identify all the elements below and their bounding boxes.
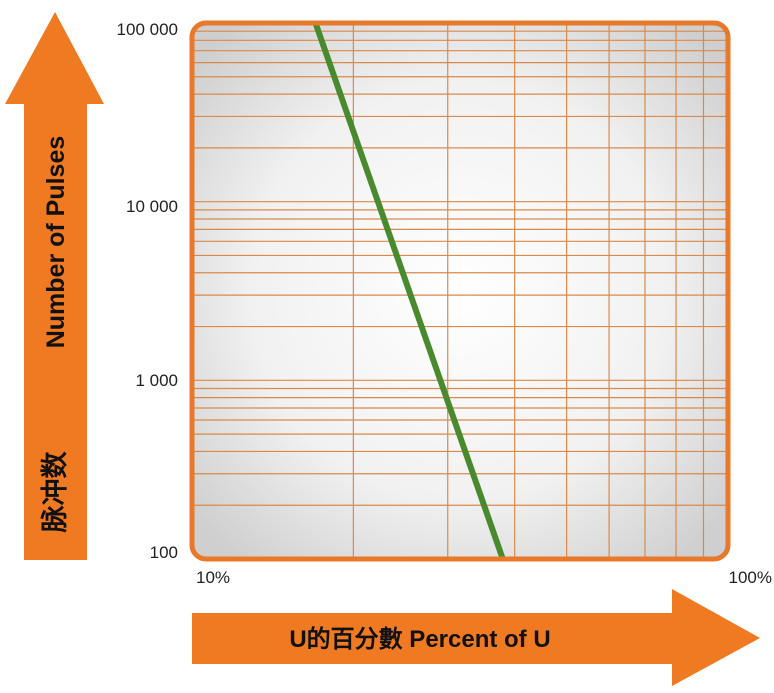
plot-frame: [189, 20, 731, 562]
y-tick-label: 100: [150, 543, 178, 562]
y-axis-arrow: [5, 12, 104, 560]
y-tick-label: 100 000: [117, 20, 178, 39]
plot-area: [192, 23, 728, 559]
x-tick-label: 100%: [729, 568, 772, 587]
y-axis-label-cn: 脉冲数: [40, 451, 70, 534]
y-axis-label-en: Number of Pulses: [42, 136, 70, 349]
y-tick-label: 1 000: [135, 371, 178, 390]
series-line: [312, 22, 506, 560]
grid-lines: [194, 25, 726, 557]
x-tick-label: 10%: [196, 568, 230, 587]
x-axis-label: U的百分數 Percent of U: [289, 625, 550, 653]
x-axis-arrow: [192, 589, 760, 686]
y-tick-label: 10 000: [126, 197, 178, 216]
series-group: [312, 22, 506, 560]
